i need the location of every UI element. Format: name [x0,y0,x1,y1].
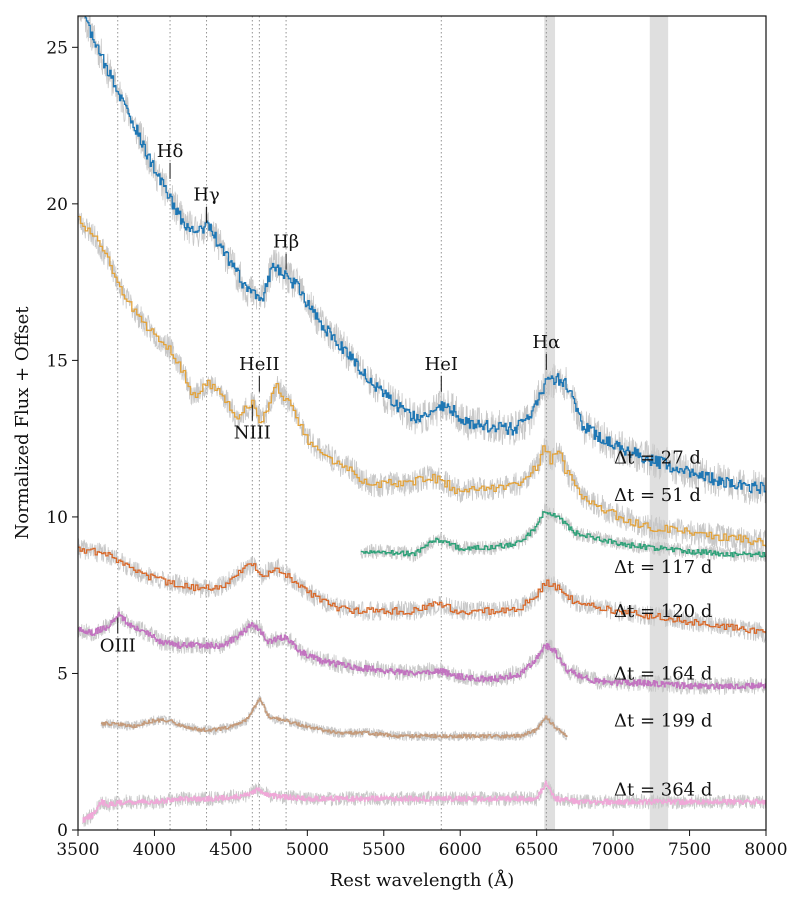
series-line-0 [84,16,766,494]
series-line-3 [78,546,766,634]
x-axis-title: Rest wavelength (Å) [330,869,514,891]
x-tick-label-5: 6000 [439,840,482,860]
x-tick-label-4: 5500 [362,840,405,860]
y-tick-label-1: 5 [57,664,68,684]
x-tick-label-9: 8000 [744,840,787,860]
x-tick-label-1: 4000 [133,840,176,860]
shaded-band-0 [544,16,556,830]
raw-spectrum-5 [100,694,568,742]
line-label-7: Hα [532,332,560,353]
epoch-label-2: Δt = 117 d [614,557,712,578]
epoch-label-0: Δt = 27 d [614,447,701,468]
y-tick-label-0: 0 [57,821,68,841]
y-axis-title: Normalized Flux + Offset [12,306,33,540]
epoch-label-1: Δt = 51 d [614,485,701,506]
x-tick-label-2: 4500 [209,840,252,860]
y-tick-label-4: 20 [46,195,68,215]
y-tick-label-2: 10 [46,508,68,528]
binned-spectra [78,16,766,823]
line-label-0: OIII [100,636,136,657]
x-tick-label-8: 7500 [668,840,711,860]
epoch-label-3: Δt = 120 d [614,601,712,622]
x-tick-label-7: 7000 [591,840,634,860]
y-axis-ticks: 0 5 10 15 20 25 [46,38,78,841]
line-label-6: HeI [425,354,458,375]
line-label-1: Hδ [157,141,184,162]
line-label-4: HeII [239,354,280,375]
line-label-2: Hγ [193,185,219,206]
x-tick-label-0: 3500 [56,840,99,860]
plot-frame [77,15,767,831]
epoch-label-6: Δt = 364 d [614,779,712,800]
shaded-band-1 [649,16,669,830]
series-line-5 [100,697,568,739]
series-line-6 [82,780,766,823]
series-line-1 [78,215,766,547]
raw-spectrum-4 [78,606,766,695]
x-tick-label-6: 6500 [515,840,558,860]
line-labels: OIII Hδ Hγ NIII HeII Hβ HeI Hα [100,141,561,657]
series-line-2 [360,511,766,558]
y-tick-label-3: 15 [46,351,68,371]
x-tick-label-3: 5000 [286,840,329,860]
epoch-label-4: Δt = 164 d [614,663,712,684]
axes: 3500 4000 4500 5000 5500 6000 6500 7000 7500 8000… [12,15,788,891]
shaded-bands [544,16,669,830]
line-label-5: Hβ [273,232,299,253]
x-axis-ticks: 3500 4000 4500 5000 5500 6000 6500 7000 7500 8000 [56,830,788,860]
series-line-4 [78,611,766,690]
epoch-labels: Δt = 27 d Δt = 51 d Δt = 117 d Δt = 120 d Δt… [614,447,712,800]
y-tick-label-5: 25 [46,38,68,58]
line-label-3: NIII [234,423,271,444]
epoch-label-5: Δt = 199 d [614,710,712,731]
